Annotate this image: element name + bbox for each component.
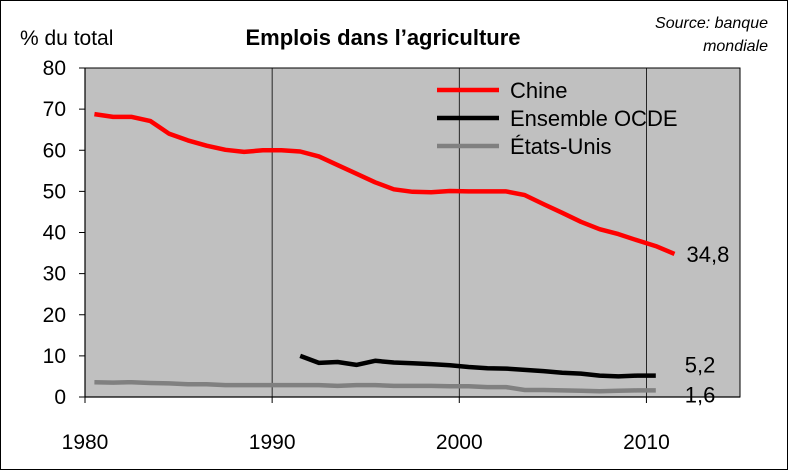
series-line-1 — [94, 111, 676, 256]
y-tick-labels: 0 10 20 30 40 50 60 70 80 — [43, 57, 66, 409]
end-labels: 34,8 5,2 1,6 — [685, 242, 730, 408]
y-tick-label-10: 10 — [43, 345, 66, 368]
y-tick-label-80: 80 — [43, 57, 66, 80]
source-line-2: mondiale — [703, 38, 768, 55]
legend-label-1: Chine — [510, 78, 567, 103]
y-tick-label-60: 60 — [43, 139, 66, 162]
x-tick-label-2000: 2000 — [436, 431, 483, 454]
x-tick-label-1980: 1980 — [62, 431, 109, 454]
end-label-3: 1,6 — [685, 382, 716, 407]
gridlines — [271, 68, 647, 397]
y-axis-unit-label: % du total — [20, 27, 113, 50]
series-lines — [94, 111, 676, 394]
legend: Chine Ensemble OCDE États-Unis — [437, 78, 678, 159]
axes — [79, 67, 740, 403]
legend-label-2: Ensemble OCDE — [510, 106, 678, 131]
series-line-3 — [94, 379, 656, 394]
y-tick-label-50: 50 — [43, 180, 66, 203]
y-tick-label-0: 0 — [54, 386, 66, 409]
series-line-2 — [299, 353, 656, 379]
y-tick-label-30: 30 — [43, 263, 66, 286]
x-tick-label-1990: 1990 — [249, 431, 296, 454]
legend-label-3: États-Unis — [510, 134, 611, 159]
x-tick-labels: 1980 1990 2000 2010 — [62, 431, 670, 454]
source-line-1: Source: banque — [655, 15, 768, 32]
plot-area — [84, 67, 741, 398]
chart-title: Emplois dans l’agriculture — [245, 25, 520, 50]
y-tick-label-20: 20 — [43, 304, 66, 327]
x-tick-label-2010: 2010 — [623, 431, 670, 454]
end-label-2: 5,2 — [685, 353, 716, 378]
y-tick-label-40: 40 — [43, 222, 66, 245]
y-tick-label-70: 70 — [43, 98, 66, 121]
end-label-1: 34,8 — [687, 242, 730, 267]
